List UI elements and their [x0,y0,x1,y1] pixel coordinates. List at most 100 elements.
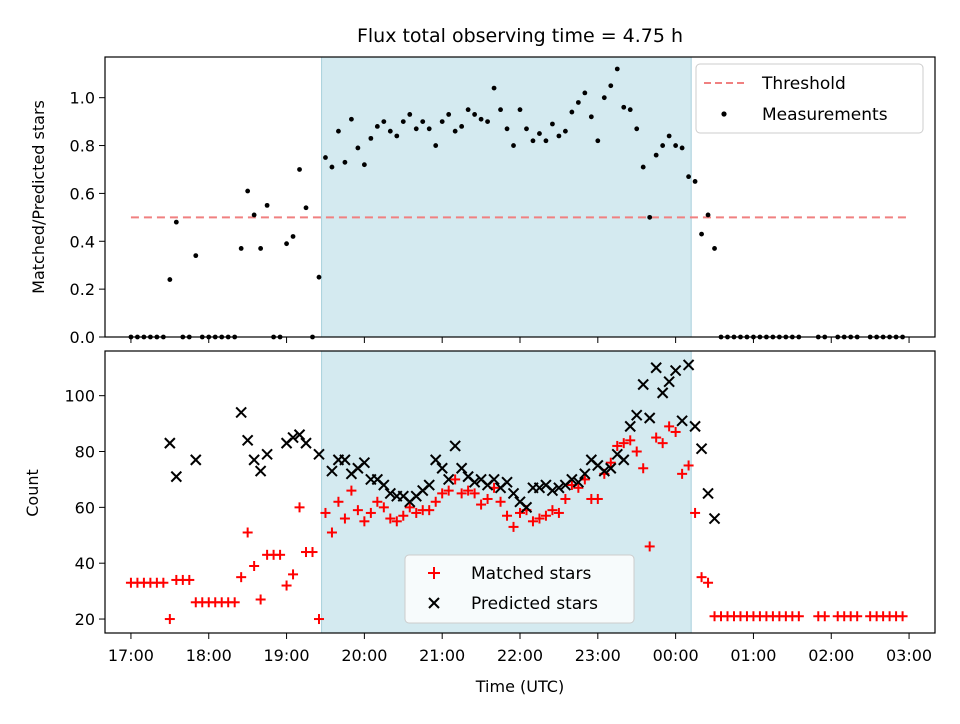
matched-star-point [515,507,525,518]
bottom-y-tick-label: 60 [75,498,95,517]
matched-star-point [495,496,506,507]
matched-star-point [372,496,383,507]
predicted-star-point [637,378,649,391]
matched-star-point [690,507,701,518]
predicted-star-point [546,484,559,497]
measurement-point [530,138,536,144]
matched-star-point [683,460,694,471]
chart-title: Flux total observing time = 4.75 h [357,25,683,47]
measurement-point [666,133,672,139]
matched-star-point [346,485,357,496]
matched-star-point [560,493,571,504]
matched-star-point [288,569,299,580]
measurement-point [381,119,387,125]
measurement-point [420,119,426,125]
measurement-point [673,143,679,148]
matched-star-point [482,493,493,504]
measurement-point [465,107,471,113]
measurement-point [640,164,646,170]
matched-star-point [158,577,169,588]
predicted-star-point [669,364,682,377]
top-legend: Threshold Measurements [695,63,924,134]
measurement-point [556,133,562,139]
measurement-point [537,131,542,136]
measurement-point [660,143,666,148]
x-tick-label: 18:00 [186,646,232,665]
measurement-point [238,246,244,251]
predicted-star-point [650,362,662,374]
measurement-point [634,126,640,132]
matched-star-point [320,507,331,518]
predicted-star-point [293,429,306,441]
predicted-star-point [520,501,533,514]
matched-star-point [502,510,513,521]
measurement-point [459,124,465,129]
matched-star-point [553,507,564,518]
matched-star-point [294,502,305,513]
predicted-star-point [702,487,714,500]
measurement-point [498,107,503,113]
top-panel: Flux total observing time = 4.75 h 0.0 0.… [29,25,936,347]
predicted-star-point [190,454,202,466]
predicted-star-point [358,456,371,469]
predicted-star-point [261,448,273,461]
x-tick-label: 19:00 [264,646,310,665]
top-y-tick-label: 0.4 [70,232,95,251]
predicted-star-point [449,440,461,452]
predicted-star-point [170,470,183,483]
matched-star-point [242,527,253,538]
measurement-point [329,164,335,170]
matched-star-point [631,446,642,457]
predicted-star-point [300,437,312,449]
measurement-point [433,143,439,148]
measurements-legend-label: Measurements [762,105,888,125]
top-y-tick-label: 0.6 [70,184,95,203]
x-tick-label: 17:00 [108,646,154,665]
measurement-point [621,104,627,110]
predicted-star-point [598,465,611,477]
predicted-star-point [708,512,721,525]
measurement-point [349,116,354,122]
measurement-point [264,202,270,208]
measurement-point [303,205,309,211]
predicted-star-point [455,462,468,474]
predicted-star-point [507,487,520,500]
predicted-star-point [663,376,675,388]
measurement-point [173,219,179,225]
bottom-y-tick-label: 80 [75,443,95,462]
matched-star-point [534,513,545,524]
matched-star-point [625,435,636,446]
top-observing-window [321,56,692,338]
matched-legend-marker [428,567,440,579]
matched-star-point [411,507,422,518]
matched-star-point [437,488,448,499]
predicted-star-point [631,409,643,421]
x-tick-label: 21:00 [419,646,465,665]
matched-star-point [424,505,435,516]
matched-star-point [443,485,454,496]
measurement-point [582,90,588,96]
predicted-star-point [566,473,578,486]
measurement-point [550,121,555,127]
matched-star-point [644,541,655,552]
matched-star-point [313,614,324,625]
measurement-point [601,95,607,101]
matched-star-point [651,432,662,443]
predicted-star-point [676,415,688,427]
measurement-point [167,277,173,282]
matched-star-point [164,614,175,625]
measurement-point [245,188,251,194]
matched-star-point [463,485,474,496]
measurement-point [608,83,614,89]
matched-star-point [540,510,551,521]
x-tick-label: 22:00 [497,646,543,665]
x-tick-label: 03:00 [886,646,932,665]
predicted-star-point [384,487,397,500]
predicted-star-point [695,443,708,455]
matched-star-point [339,513,350,524]
measurements-legend-marker [721,111,727,117]
predicted-star-point [248,454,260,466]
matched-star-point [359,516,370,527]
matched-star-point [398,510,409,521]
matched-star-point [333,496,344,507]
